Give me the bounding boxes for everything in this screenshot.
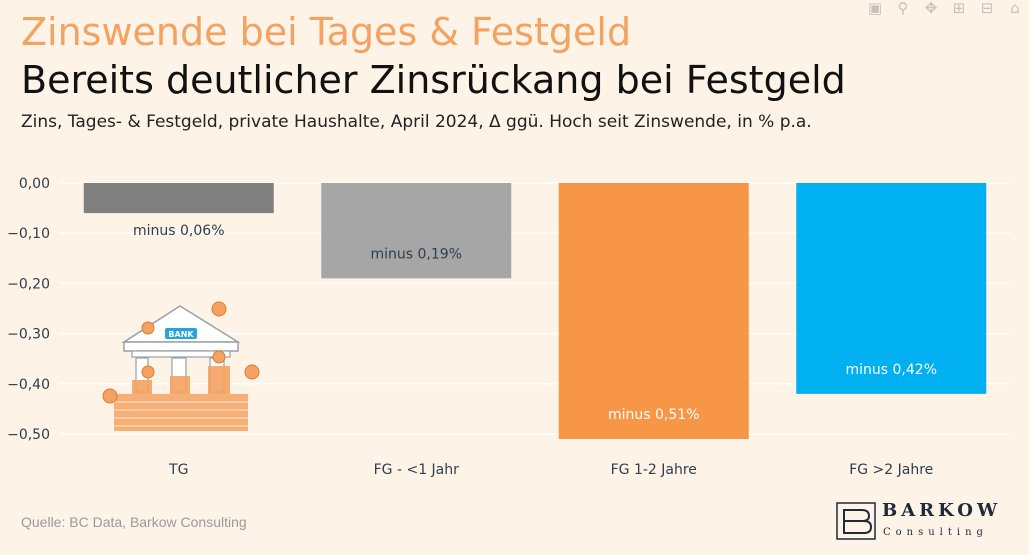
data-label: minus 0,51% xyxy=(608,407,700,423)
chart-title: Zinswende bei Tages & Festgeld xyxy=(21,10,632,54)
autoscale-icon[interactable]: ⌂ xyxy=(1010,0,1020,17)
bar xyxy=(83,183,274,214)
bank-illustration: BANK xyxy=(102,301,260,431)
bars xyxy=(83,183,987,440)
data-label: minus 0,42% xyxy=(846,362,938,378)
x-tick-label: FG >2 Jahre xyxy=(849,462,933,478)
pan-icon[interactable]: ✥ xyxy=(924,0,938,17)
source-note: Quelle: BC Data, Barkow Consulting xyxy=(21,514,247,530)
x-tick-label: FG 1-2 Jahre xyxy=(611,462,697,478)
logo-tagline: Consulting xyxy=(883,527,988,538)
zoom-out-icon[interactable]: ⊟ xyxy=(980,0,994,17)
bar xyxy=(321,183,512,279)
zoom-icon[interactable]: ⚲ xyxy=(897,0,909,17)
bar xyxy=(796,183,987,394)
y-tick-label: −0,10 xyxy=(7,226,50,242)
logo-wordmark: BARKOW xyxy=(882,500,1002,521)
bank-sign: BANK xyxy=(168,330,194,339)
chart-headline: Bereits deutlicher Zinsrückang bei Festg… xyxy=(21,58,846,102)
y-tick-label: −0,30 xyxy=(7,327,50,343)
data-label: minus 0,06% xyxy=(133,223,225,239)
data-labels: minus 0,06% minus 0,19% minus 0,51% minus 0… xyxy=(133,223,937,423)
y-tick-label: −0,40 xyxy=(7,377,50,393)
zoom-in-icon[interactable]: ⊞ xyxy=(952,0,966,17)
bar xyxy=(558,183,749,440)
y-tick-label: −0,20 xyxy=(7,276,50,292)
logo-mark xyxy=(836,502,876,540)
x-tick-label: TG xyxy=(168,462,188,478)
y-tick-label: −0,50 xyxy=(7,427,50,443)
y-tick-label: 0,00 xyxy=(19,176,50,192)
x-axis: TG FG - <1 Jahr FG 1-2 Jahre FG >2 Jahre xyxy=(168,462,933,478)
chart-modebar: ▣ ⚲ ✥ ⊞ ⊟ ⌂ xyxy=(861,0,1029,18)
data-label: minus 0,19% xyxy=(371,246,463,262)
barkow-logo: BARKOW Consulting xyxy=(836,500,1016,544)
chart-subtitle: Zins, Tages- & Festgeld, private Haushal… xyxy=(21,112,812,132)
y-axis: 0,00 −0,10 −0,20 −0,30 −0,40 −0,50 xyxy=(7,176,50,443)
x-tick-label: FG - <1 Jahr xyxy=(374,462,460,478)
camera-icon[interactable]: ▣ xyxy=(867,0,883,17)
